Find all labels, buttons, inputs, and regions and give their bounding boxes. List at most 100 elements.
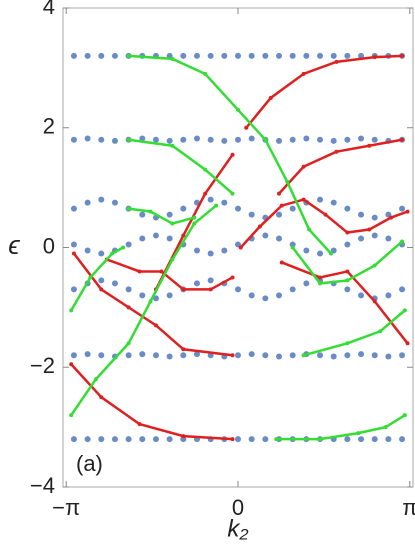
band-point bbox=[70, 286, 77, 293]
band-point bbox=[399, 205, 406, 212]
band-point bbox=[152, 295, 159, 302]
band-point bbox=[166, 211, 173, 218]
curve-point bbox=[277, 191, 282, 196]
band-point bbox=[344, 352, 351, 359]
band-point bbox=[111, 199, 118, 206]
band-point bbox=[166, 235, 173, 242]
curve-point bbox=[71, 251, 76, 256]
band-point bbox=[262, 352, 269, 359]
curve-point bbox=[356, 431, 361, 436]
curve bbox=[245, 54, 403, 129]
curve-point bbox=[318, 275, 323, 280]
band-point bbox=[399, 286, 406, 293]
band-point bbox=[276, 292, 283, 299]
y-tick-label: 2 bbox=[43, 114, 55, 139]
band-point bbox=[70, 205, 77, 212]
curve-point bbox=[263, 137, 268, 142]
band-point bbox=[193, 52, 200, 59]
curve-point bbox=[99, 395, 104, 400]
band-point bbox=[248, 135, 255, 142]
x-tick-label: π bbox=[402, 495, 415, 520]
band-point bbox=[358, 436, 365, 443]
curve-point bbox=[110, 251, 115, 256]
band-point bbox=[371, 214, 378, 221]
curve-point bbox=[345, 278, 350, 283]
curve bbox=[278, 138, 403, 195]
curve-point bbox=[203, 167, 208, 172]
band-point bbox=[84, 351, 91, 358]
band-point bbox=[276, 211, 283, 218]
curve bbox=[70, 246, 124, 311]
band-point bbox=[111, 280, 118, 287]
band-point bbox=[139, 351, 146, 358]
y-tick-label: 0 bbox=[43, 233, 55, 258]
band-point bbox=[235, 205, 241, 212]
curve-point bbox=[126, 137, 131, 142]
band-point bbox=[371, 136, 378, 143]
curve-point bbox=[318, 281, 323, 286]
band-point bbox=[358, 351, 365, 358]
band-point bbox=[303, 280, 310, 287]
band-point bbox=[207, 277, 214, 284]
band-point bbox=[317, 196, 324, 203]
band-point bbox=[139, 292, 146, 299]
curve-point bbox=[208, 287, 213, 292]
band-point bbox=[330, 137, 337, 144]
band-point bbox=[193, 351, 200, 358]
curve-point bbox=[99, 287, 104, 292]
band-point bbox=[98, 196, 105, 203]
curve-point bbox=[372, 299, 377, 304]
curve-point bbox=[402, 413, 407, 418]
y-tick-label: −4 bbox=[30, 473, 55, 498]
band-point bbox=[276, 52, 283, 59]
band-point bbox=[193, 280, 200, 287]
curve-point bbox=[279, 260, 284, 265]
curve-point bbox=[345, 230, 350, 235]
band-point bbox=[84, 199, 91, 206]
band-point bbox=[385, 292, 392, 299]
band-point bbox=[317, 250, 324, 257]
curve-point bbox=[383, 425, 388, 430]
band-point bbox=[98, 136, 105, 143]
band-point bbox=[180, 136, 187, 143]
curve bbox=[291, 240, 403, 285]
curve-point bbox=[378, 329, 383, 334]
curve-point bbox=[126, 305, 131, 310]
curve-point bbox=[170, 221, 175, 226]
band-point bbox=[111, 137, 118, 144]
band-point bbox=[221, 199, 228, 206]
band-point bbox=[289, 136, 296, 143]
curve-point bbox=[279, 203, 284, 208]
band-point bbox=[289, 205, 296, 212]
band-point bbox=[289, 286, 296, 293]
y-tick-label: −2 bbox=[30, 353, 55, 378]
curve-point bbox=[405, 209, 410, 214]
band-point bbox=[98, 352, 105, 359]
curve-point bbox=[301, 197, 306, 202]
band-point bbox=[399, 436, 406, 443]
curve-point bbox=[402, 308, 407, 313]
band-point bbox=[221, 137, 228, 144]
band-point bbox=[358, 135, 365, 142]
band-point bbox=[358, 292, 365, 299]
curve-point bbox=[137, 269, 142, 274]
curve-point bbox=[121, 245, 126, 250]
curve-point bbox=[192, 221, 197, 226]
band-point bbox=[344, 241, 351, 248]
band-point bbox=[180, 352, 187, 359]
curve-point bbox=[400, 137, 405, 142]
band-point bbox=[152, 436, 159, 443]
band-point bbox=[358, 235, 365, 242]
band-point bbox=[193, 247, 200, 254]
band-point bbox=[193, 135, 200, 142]
band-point bbox=[248, 211, 255, 218]
band-point bbox=[207, 250, 214, 257]
band-point bbox=[248, 292, 255, 299]
curve-point bbox=[148, 299, 153, 304]
curve-point bbox=[405, 341, 410, 346]
band-point bbox=[344, 436, 351, 443]
band-point bbox=[84, 436, 91, 443]
curve-point bbox=[334, 59, 339, 64]
curve bbox=[128, 54, 332, 255]
band-point bbox=[235, 352, 241, 359]
